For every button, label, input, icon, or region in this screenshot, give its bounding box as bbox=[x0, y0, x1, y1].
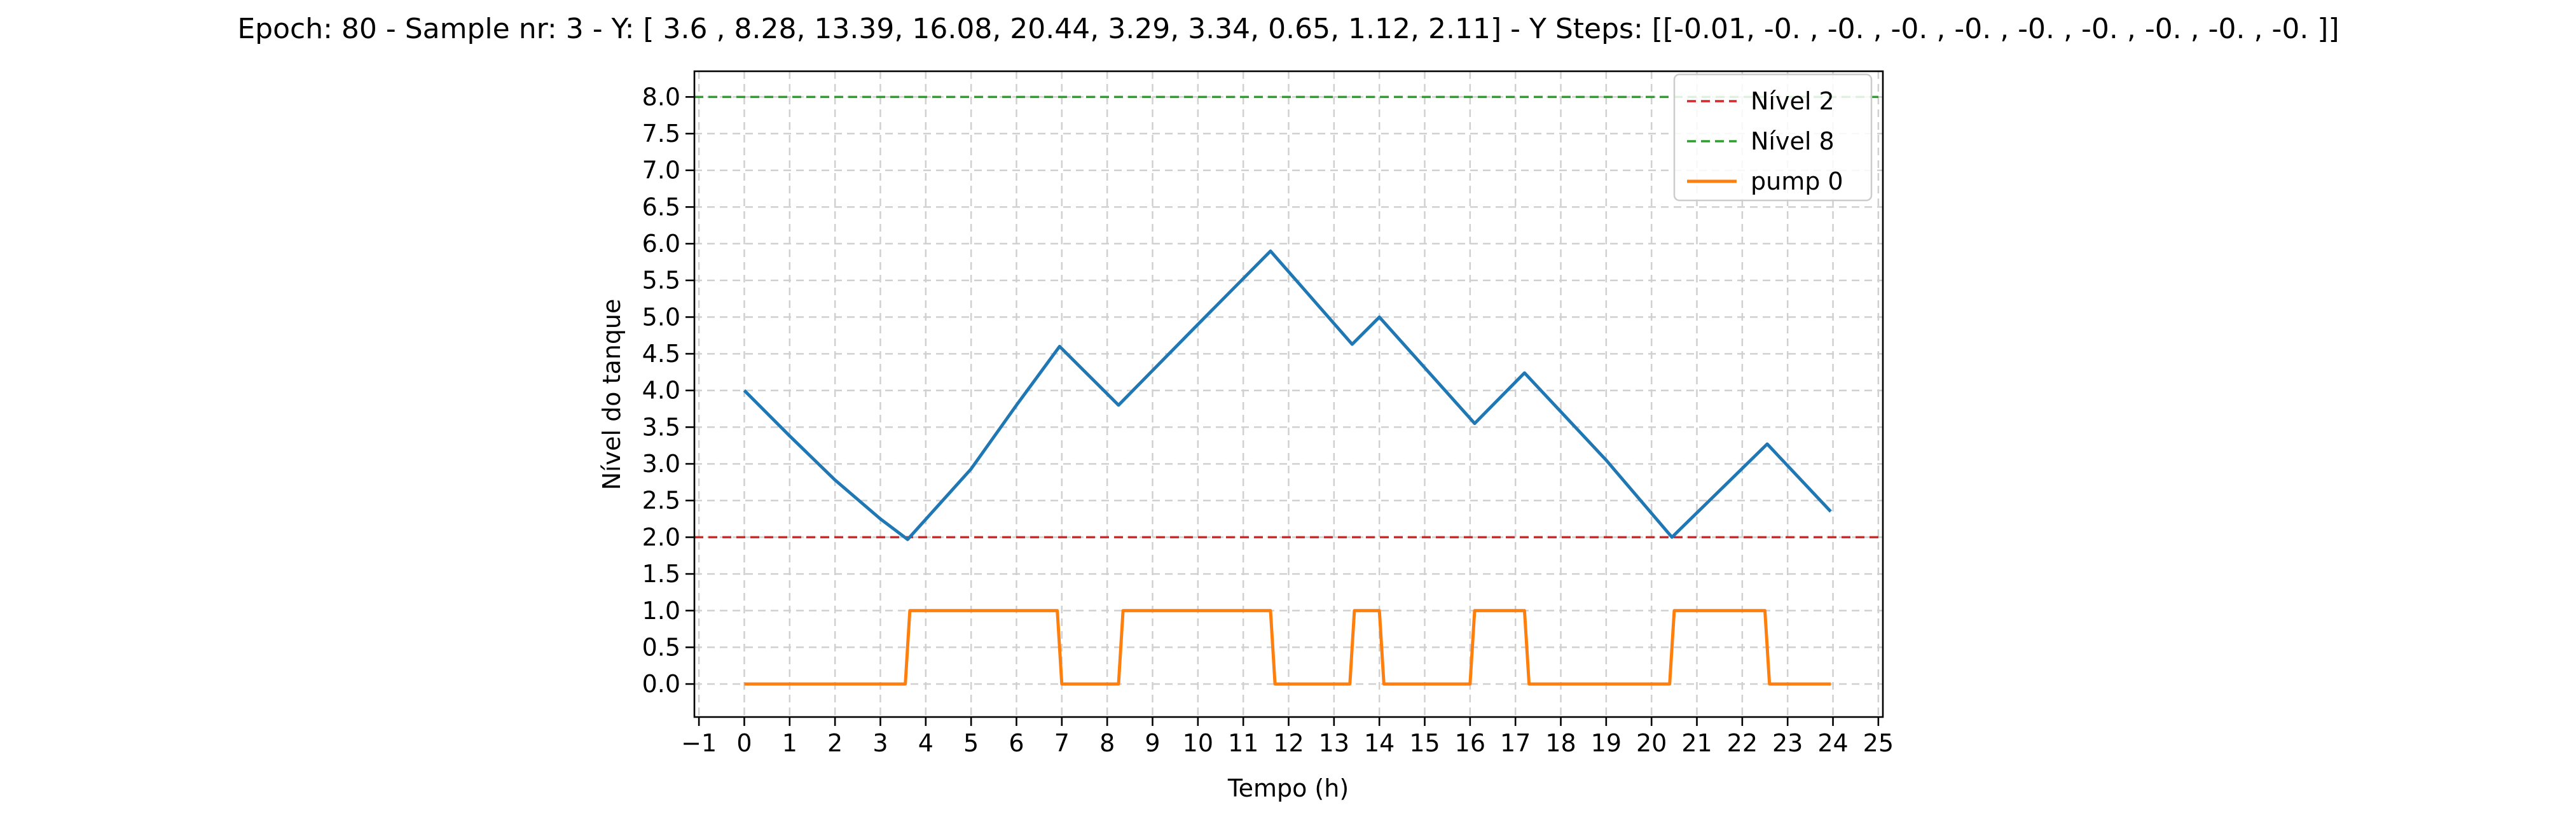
y-tick-label: 3.5 bbox=[642, 413, 680, 441]
y-tick-label: 3.0 bbox=[642, 450, 680, 478]
x-tick-label: 14 bbox=[1364, 729, 1395, 757]
legend: Nível 2 Nível 8 pump 0 bbox=[1673, 73, 1873, 202]
x-tick-label: 20 bbox=[1636, 729, 1667, 757]
x-tick-label: 17 bbox=[1500, 729, 1531, 757]
y-tick-label: 0.0 bbox=[642, 670, 680, 698]
x-tick-label: 24 bbox=[1817, 729, 1848, 757]
x-tick-label: 7 bbox=[1054, 729, 1070, 757]
x-tick-label: 13 bbox=[1319, 729, 1349, 757]
y-tick-label: 2.5 bbox=[642, 487, 680, 515]
chart-title: Epoch: 80 - Sample nr: 3 - Y: [ 3.6 , 8.… bbox=[237, 13, 2339, 45]
x-tick-label: 4 bbox=[918, 729, 933, 757]
legend-box bbox=[1673, 73, 1873, 202]
series-line bbox=[743, 249, 1832, 541]
x-tick-label: 21 bbox=[1681, 729, 1712, 757]
x-tick-label: 19 bbox=[1591, 729, 1622, 757]
x-tick-label: 8 bbox=[1099, 729, 1115, 757]
y-tick-label: 4.0 bbox=[642, 377, 680, 405]
x-tick-label: 9 bbox=[1145, 729, 1160, 757]
y-tick-label: 8.0 bbox=[642, 83, 680, 111]
y-tick-label: 7.5 bbox=[642, 120, 680, 148]
x-tick-label: 3 bbox=[872, 729, 888, 757]
series-line bbox=[744, 609, 1831, 686]
y-tick-label: 6.0 bbox=[642, 230, 680, 258]
x-tick-label: 12 bbox=[1273, 729, 1304, 757]
x-tick-label: 16 bbox=[1455, 729, 1485, 757]
x-tick-label: 11 bbox=[1228, 729, 1258, 757]
y-tick-label: 1.5 bbox=[642, 560, 680, 588]
y-axis-label: Nível do tanque bbox=[598, 299, 626, 491]
x-tick-label: 22 bbox=[1727, 729, 1758, 757]
x-tick-label: 18 bbox=[1545, 729, 1576, 757]
legend-label: Nível 8 bbox=[1751, 127, 1835, 155]
y-tick-label: 5.0 bbox=[642, 303, 680, 331]
y-tick-label: 1.0 bbox=[642, 597, 680, 625]
y-axis-ticks: 0.0 0.5 1.0 1.5 2.0 2.5 3.0 3.5 4.0 4.5 5.0 5.5 6.0 6… bbox=[642, 83, 694, 698]
legend-label: pump 0 bbox=[1751, 167, 1843, 195]
x-tick-label: −1 bbox=[681, 729, 717, 757]
x-tick-label: 10 bbox=[1183, 729, 1213, 757]
x-axis-label: Tempo (h) bbox=[1227, 774, 1349, 802]
x-tick-label: 1 bbox=[782, 729, 797, 757]
x-tick-label: 5 bbox=[963, 729, 979, 757]
x-tick-label: 23 bbox=[1772, 729, 1803, 757]
x-axis-ticks: −1 0 1 2 3 4 5 6 7 8 9 10 11 12 13 14 15 16 17 18 19 20 21 22 23… bbox=[681, 717, 1894, 757]
y-tick-label: 7.0 bbox=[642, 157, 680, 185]
x-tick-label: 2 bbox=[827, 729, 843, 757]
reference-lines bbox=[694, 95, 1883, 539]
x-tick-label: 25 bbox=[1863, 729, 1894, 757]
legend-label: Nível 2 bbox=[1751, 87, 1835, 115]
y-tick-label: 4.5 bbox=[642, 340, 680, 368]
series-group bbox=[743, 249, 1832, 686]
y-tick-label: 2.0 bbox=[642, 523, 680, 551]
y-tick-label: 5.5 bbox=[642, 267, 680, 295]
x-tick-label: 15 bbox=[1409, 729, 1440, 757]
x-tick-label: 6 bbox=[1009, 729, 1024, 757]
x-tick-label: 0 bbox=[736, 729, 752, 757]
y-tick-label: 6.5 bbox=[642, 193, 680, 221]
y-tick-label: 0.5 bbox=[642, 633, 680, 661]
